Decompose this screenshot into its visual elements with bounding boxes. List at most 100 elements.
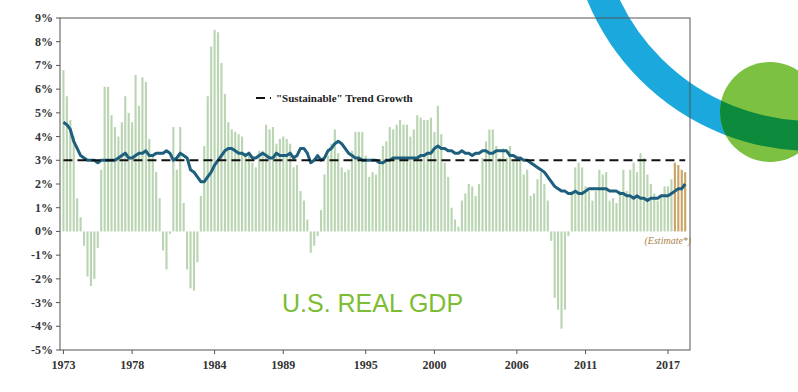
bar (296, 165, 298, 231)
bar (306, 220, 308, 232)
bar (62, 70, 64, 231)
bar (313, 231, 315, 245)
bar (207, 96, 209, 231)
bar (358, 132, 360, 232)
bar (145, 82, 147, 231)
bar (255, 167, 257, 231)
bar (664, 186, 666, 231)
bar (485, 141, 487, 231)
bar (244, 153, 246, 231)
bar (547, 201, 549, 232)
plot-frame (60, 18, 690, 350)
y-tick (56, 326, 60, 327)
bar (375, 175, 377, 232)
y-tick (56, 89, 60, 90)
bar (286, 139, 288, 231)
bar (330, 144, 332, 232)
bar (471, 186, 473, 231)
bar (437, 106, 439, 232)
bar (83, 231, 85, 245)
bar (114, 127, 116, 231)
x-tick (214, 350, 215, 354)
bar (299, 191, 301, 231)
y-tick (56, 160, 60, 161)
bar (169, 231, 171, 233)
bar (76, 198, 78, 231)
y-tick (56, 278, 60, 279)
bar (681, 170, 683, 232)
bar (581, 167, 583, 231)
bar (615, 203, 617, 231)
bar (165, 231, 167, 269)
x-tick (132, 350, 133, 354)
bar (303, 201, 305, 232)
x-tick (585, 350, 586, 354)
bar (550, 231, 552, 240)
bar (426, 120, 428, 231)
bar (423, 120, 425, 231)
bar (660, 196, 662, 232)
bar (519, 160, 521, 231)
y-tick (56, 207, 60, 208)
bar (344, 172, 346, 231)
bar (650, 184, 652, 231)
bar (413, 129, 415, 231)
bar (268, 129, 270, 231)
x-tick-label: 1984 (203, 358, 227, 372)
bar (430, 118, 432, 232)
bar (238, 134, 240, 231)
bar (392, 129, 394, 231)
bar (183, 203, 185, 231)
legend-label: "Sustainable" Trend Growth (276, 92, 413, 104)
bar (110, 115, 112, 231)
y-tick-label: 9% (35, 11, 53, 25)
bar (609, 201, 611, 232)
bar (121, 122, 123, 231)
bar (372, 172, 374, 231)
bar (557, 231, 559, 309)
bar (554, 231, 556, 297)
bar (210, 46, 212, 231)
bar (66, 96, 68, 231)
y-tick-label: -5% (31, 343, 53, 357)
bar (275, 144, 277, 232)
bar (80, 217, 82, 231)
bar (97, 231, 99, 248)
y-tick (56, 184, 60, 185)
bar (420, 118, 422, 232)
bar (684, 172, 686, 231)
bar (196, 231, 198, 262)
bar (481, 158, 483, 232)
bar (258, 151, 260, 232)
bar (279, 139, 281, 231)
bar (262, 151, 264, 232)
reference-line (63, 159, 685, 161)
bar (396, 125, 398, 232)
estimate-label: (Estimate*) (645, 235, 692, 247)
bar (389, 127, 391, 231)
bar (475, 196, 477, 232)
bar (540, 172, 542, 231)
bar (595, 191, 597, 231)
bar (457, 227, 459, 232)
bar (646, 175, 648, 232)
bar (361, 132, 363, 232)
bar (560, 231, 562, 328)
bar (629, 170, 631, 232)
bar (317, 231, 319, 236)
bar (200, 196, 202, 232)
x-tick (365, 350, 366, 354)
chart: -5%-4%-3%-2%-1%0%1%2%3%4%5%6%7%8%9%19731… (0, 0, 798, 392)
bar (193, 231, 195, 290)
x-tick-label: 1978 (120, 358, 144, 372)
bar (385, 141, 387, 231)
x-tick-label: 1973 (51, 358, 75, 372)
bar (282, 137, 284, 232)
bar (402, 125, 404, 232)
y-tick (56, 41, 60, 42)
y-tick (56, 231, 60, 232)
bar (523, 175, 525, 232)
bar (478, 184, 480, 231)
bar (93, 231, 95, 278)
bar (203, 146, 205, 231)
